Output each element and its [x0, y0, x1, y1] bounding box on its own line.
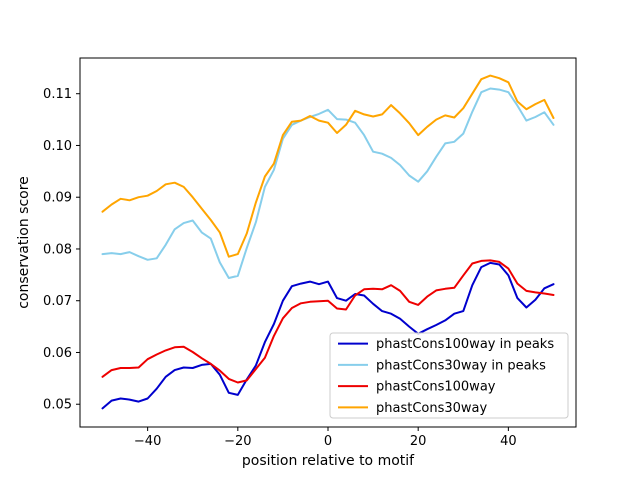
y-tick-label: 0.10 [43, 139, 72, 154]
x-axis-label: position relative to motif [242, 453, 415, 469]
legend-label: phastCons100way in peaks [376, 337, 554, 352]
x-tick-label: −40 [134, 434, 161, 449]
y-tick-label: 0.08 [43, 242, 72, 257]
legend: phastCons100way in peaks phastCons30way i… [329, 332, 569, 419]
x-tick-label: −20 [224, 434, 251, 449]
series-line-phastCons30way-in-peaks [101, 87, 555, 279]
x-tick-label: 0 [324, 434, 332, 449]
x-tick-label: 20 [410, 434, 427, 449]
series-line-phastCons100way-in-peaks [101, 261, 555, 410]
series-lines [101, 74, 555, 410]
legend-entry: phastCons100way [338, 380, 496, 395]
y-tick-label: 0.09 [43, 191, 72, 206]
y-axis-label: conservation score [16, 176, 32, 309]
y-tick-label: 0.05 [43, 398, 72, 413]
x-axis-ticks: −40 −20 0 20 40 [134, 427, 517, 449]
legend-label: phastCons30way [376, 401, 488, 416]
legend-entry: phastCons100way in peaks [338, 337, 554, 352]
x-tick-label: 40 [500, 434, 517, 449]
y-axis-ticks: 0.05 0.06 0.07 0.08 0.09 0.10 0.11 [43, 87, 80, 413]
y-tick-label: 0.06 [43, 346, 72, 361]
legend-entry: phastCons30way in peaks [338, 358, 546, 373]
legend-label: phastCons30way in peaks [376, 358, 546, 373]
series-line-phastCons100way [101, 259, 555, 384]
y-tick-label: 0.11 [43, 87, 72, 102]
y-tick-label: 0.07 [43, 294, 72, 309]
series-line-phastCons30way [101, 74, 555, 258]
legend-entry: phastCons30way [338, 401, 488, 416]
legend-label: phastCons100way [376, 380, 496, 395]
legend-box [329, 332, 569, 419]
